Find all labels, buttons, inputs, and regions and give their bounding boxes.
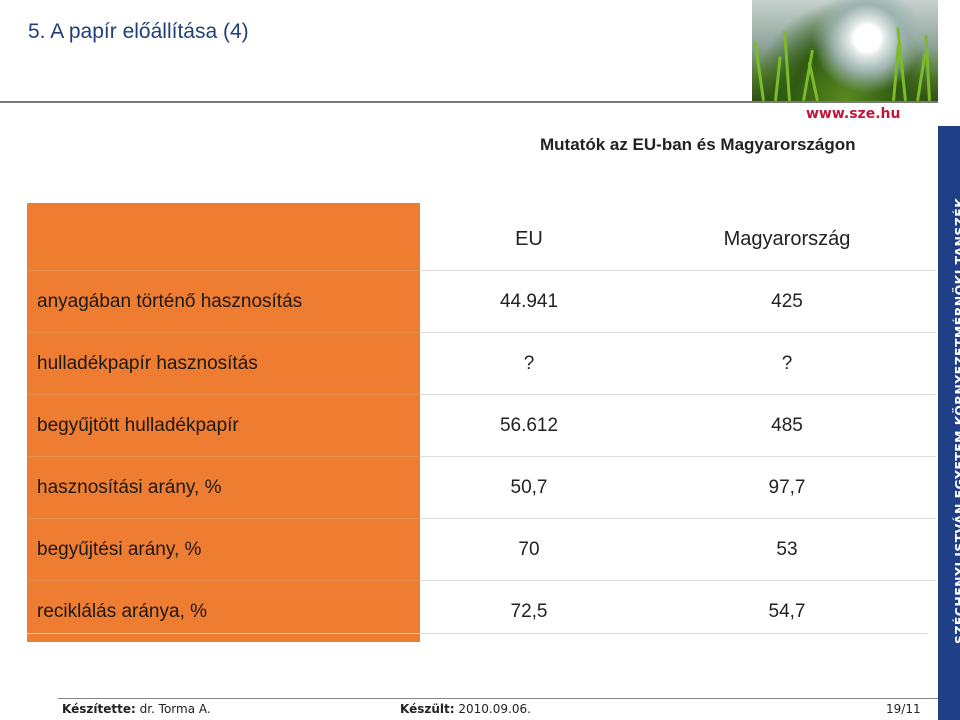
footer-author: Készítette: dr. Torma A. — [62, 702, 211, 716]
side-band-text: SZÉCHENYI ISTVÁN EGYETEM KÖRNYEZETMÉRNÖK… — [952, 197, 960, 644]
row-eu-value: 44.941 — [420, 270, 638, 333]
footer-divider — [58, 698, 938, 699]
row-hu-value: 54,7 — [638, 580, 936, 642]
header-label-cell — [27, 203, 420, 271]
side-band — [938, 126, 960, 720]
row-label: reciklálás aránya, % — [27, 580, 420, 642]
row-eu-value: ? — [420, 332, 638, 395]
header-hu: Magyarország — [723, 228, 851, 250]
table-row: hasznosítási arány, % 50,7 97,7 — [27, 456, 936, 519]
table-row: begyűjtött hulladékpapír 56.612 485 — [27, 394, 936, 457]
row-eu-value: 50,7 — [420, 456, 638, 519]
table-row: anyagában történő hasznosítás 44.941 425 — [27, 270, 936, 333]
row-label: anyagában történő hasznosítás — [27, 270, 420, 333]
row-eu-value: 72,5 — [420, 580, 638, 642]
slide-title: 5. A papír előállítása (4) — [28, 20, 249, 43]
indicators-table: EU Magyarország anyagában történő haszno… — [27, 203, 936, 642]
row-hu-value: 53 — [638, 518, 936, 581]
table-row: begyűjtési arány, % 70 53 — [27, 518, 936, 581]
table-row: reciklálás aránya, % 72,5 54,7 — [27, 580, 936, 642]
row-hu-value: 97,7 — [638, 456, 936, 519]
footer-date-value: 2010.09.06. — [458, 702, 531, 716]
table-bottom-rule — [27, 633, 927, 634]
row-label: hasznosítási arány, % — [27, 456, 420, 519]
footer-date-label: Készült: — [400, 702, 455, 716]
row-label: begyűjtött hulladékpapír — [27, 394, 420, 457]
row-eu-value: 70 — [420, 518, 638, 581]
table-subtitle: Mutatók az EU-ban és Magyarországon — [540, 135, 856, 154]
row-hu-value: ? — [638, 332, 936, 395]
row-label: begyűjtési arány, % — [27, 518, 420, 581]
footer-date: Készült: 2010.09.06. — [400, 702, 531, 716]
footer-author-label: Készítette: — [62, 702, 136, 716]
row-label: hulladékpapír hasznosítás — [27, 332, 420, 395]
header-eu: EU — [515, 228, 543, 250]
logo-url: www.sze.hu — [806, 106, 901, 122]
row-hu-value: 425 — [638, 270, 936, 333]
table-header-row: EU Magyarország — [27, 203, 936, 271]
footer-author-value: dr. Torma A. — [139, 702, 211, 716]
logo-globe-image — [752, 0, 938, 101]
row-hu-value: 485 — [638, 394, 936, 457]
row-eu-value: 56.612 — [420, 394, 638, 457]
table-row: hulladékpapír hasznosítás ? ? — [27, 332, 936, 395]
page-number: 19/11 — [886, 702, 921, 716]
title-divider — [0, 101, 938, 103]
